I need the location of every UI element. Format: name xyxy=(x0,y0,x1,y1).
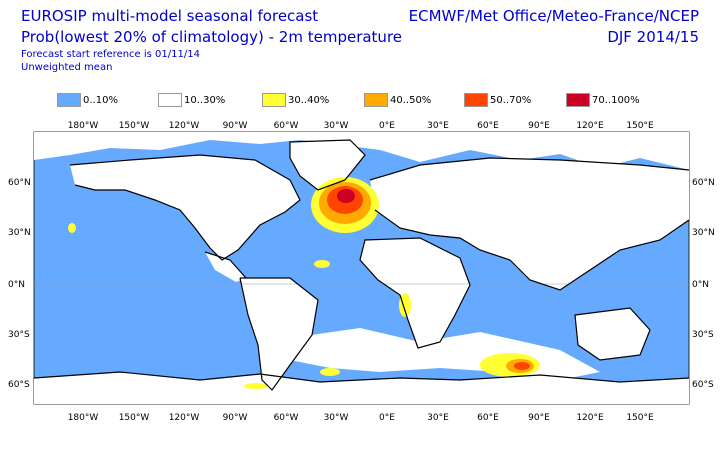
weighting-note: Unweighted mean xyxy=(21,62,113,73)
lon-labels-top: 180°W 150°W 120°W 90°W 60°W 30°W 0°E 30°… xyxy=(68,121,654,131)
lat-labels-right: 60°N 30°N 0°N 30°S 60°S xyxy=(692,178,715,390)
lon-label: 60°E xyxy=(477,413,499,423)
legend-label: 30..40% xyxy=(288,94,330,106)
lon-label: 90°E xyxy=(528,121,550,131)
forecast-start-note: Forecast start reference is 01/11/14 xyxy=(21,49,200,60)
legend-label: 40..50% xyxy=(390,94,432,106)
lat-label: 60°S xyxy=(692,380,714,390)
world-map: 180°W 150°W 120°W 90°W 60°W 30°W 0°E 30°… xyxy=(8,121,715,423)
lon-label: 30°W xyxy=(324,121,349,131)
lon-label: 150°W xyxy=(119,413,150,423)
lon-label: 150°W xyxy=(119,121,150,131)
lat-label: 60°N xyxy=(692,178,715,188)
legend-item: 40..50% xyxy=(364,92,431,108)
legend-item: 30..40% xyxy=(262,92,329,108)
legend-item: 70..100% xyxy=(566,92,640,108)
lon-labels-bottom: 180°W 150°W 120°W 90°W 60°W 30°W 0°E 30°… xyxy=(68,413,654,423)
lon-label: 30°W xyxy=(324,413,349,423)
lon-label: 60°E xyxy=(477,121,499,131)
lat-label: 60°N xyxy=(8,178,31,188)
lon-label: 60°W xyxy=(274,413,299,423)
lon-label: 30°E xyxy=(427,121,449,131)
lon-label: 90°W xyxy=(223,121,248,131)
legend-swatch xyxy=(57,93,81,107)
legend-label: 50..70% xyxy=(490,94,532,106)
map-subtitle: Prob(lowest 20% of climatology) - 2m tem… xyxy=(21,28,403,46)
lon-label: 90°W xyxy=(223,413,248,423)
lon-label: 120°W xyxy=(169,121,200,131)
lon-label: 90°E xyxy=(528,413,550,423)
legend-swatch xyxy=(566,93,590,107)
lon-label: 120°W xyxy=(169,413,200,423)
lat-labels-left: 60°N 30°N 0°N 30°S 60°S xyxy=(8,178,31,390)
lon-label: 0°E xyxy=(379,413,395,423)
legend-swatch xyxy=(464,93,488,107)
legend-label: 10..30% xyxy=(184,94,226,106)
map-frame xyxy=(33,131,690,405)
legend-item: 50..70% xyxy=(464,92,531,108)
lon-label: 150°E xyxy=(626,121,654,131)
lon-label: 180°W xyxy=(68,121,99,131)
lat-label: 60°S xyxy=(8,380,30,390)
lat-label: 30°N xyxy=(692,228,715,238)
legend-swatch xyxy=(262,93,286,107)
lon-label: 60°W xyxy=(274,121,299,131)
legend-item: 10..30% xyxy=(158,92,225,108)
lat-label: 30°N xyxy=(8,228,31,238)
period-label: DJF 2014/15 xyxy=(607,28,699,46)
lon-label: 120°E xyxy=(576,413,604,423)
lon-label: 0°E xyxy=(379,121,395,131)
legend: 0..10% 10..30% 30..40% 40..50% 50..70% 7… xyxy=(0,92,723,110)
legend-label: 70..100% xyxy=(592,94,640,106)
lat-label: 0°N xyxy=(8,280,25,290)
lat-label: 30°S xyxy=(8,330,30,340)
legend-swatch xyxy=(364,93,388,107)
map-title: EUROSIP multi-model seasonal forecast xyxy=(21,7,319,25)
prob-70-100-regions xyxy=(337,189,355,203)
legend-swatch xyxy=(158,93,182,107)
lon-label: 180°W xyxy=(68,413,99,423)
legend-item: 0..10% xyxy=(57,92,118,108)
lat-label: 0°N xyxy=(692,280,709,290)
centres-label: ECMWF/Met Office/Meteo-France/NCEP xyxy=(408,7,699,25)
lon-label: 150°E xyxy=(626,413,654,423)
lon-label: 30°E xyxy=(427,413,449,423)
coastlines xyxy=(33,139,690,391)
lat-label: 30°S xyxy=(692,330,714,340)
lon-label: 120°E xyxy=(576,121,604,131)
legend-label: 0..10% xyxy=(83,94,118,106)
